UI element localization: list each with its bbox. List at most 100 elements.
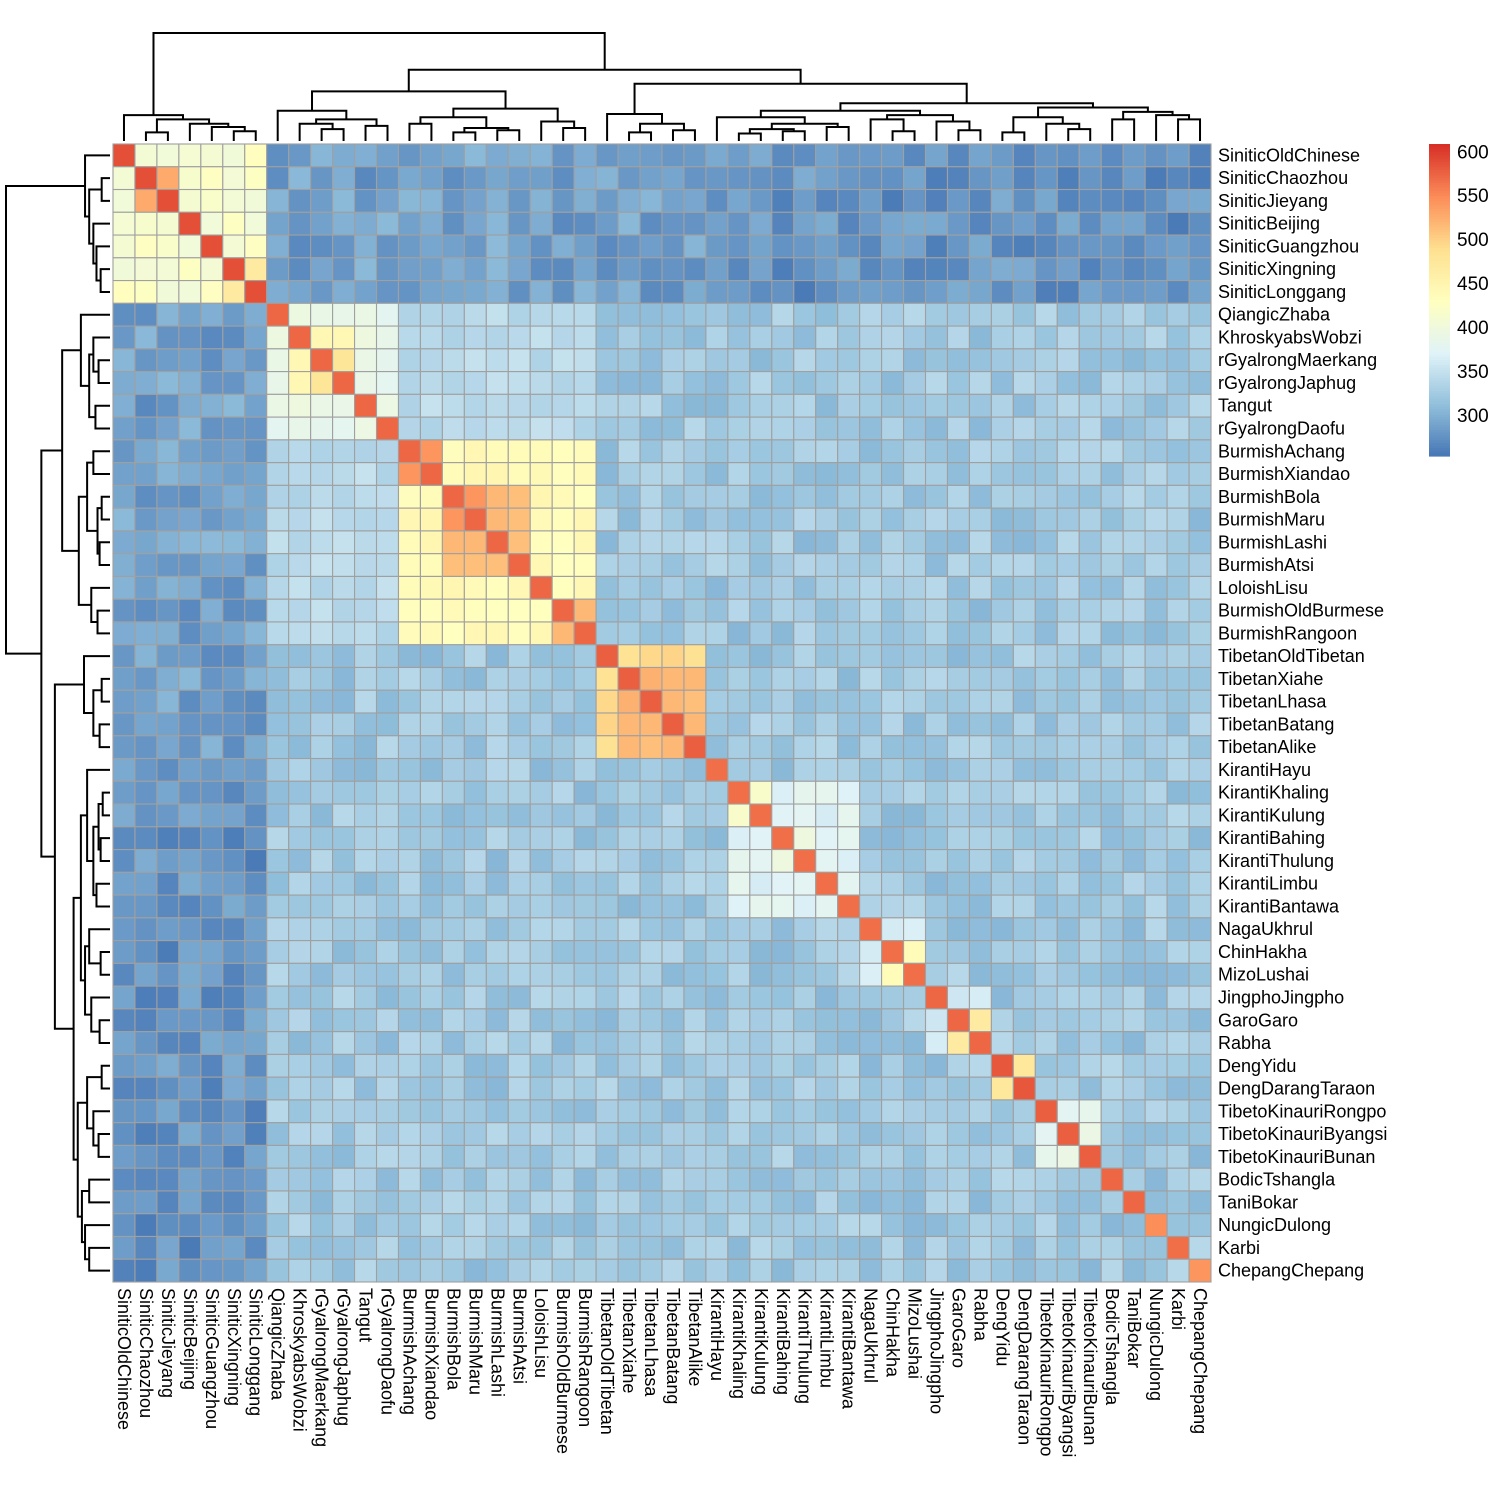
heatmap-cell — [771, 1258, 795, 1283]
heatmap-cell — [639, 621, 663, 646]
heatmap-cell — [595, 1235, 619, 1260]
heatmap-cell — [332, 849, 356, 873]
heatmap-cell — [507, 849, 531, 873]
heatmap-cell — [200, 143, 224, 168]
heatmap-cell — [968, 166, 992, 191]
heatmap-cell — [990, 280, 1014, 304]
heatmap-cell — [727, 621, 751, 646]
row-label: rGyalrongMaerkang — [1218, 350, 1377, 370]
heatmap-cell — [156, 849, 180, 873]
heatmap-cell — [397, 985, 421, 1010]
heatmap-cell — [946, 507, 970, 532]
heatmap-cell — [990, 1031, 1014, 1055]
heatmap-cell — [639, 1258, 663, 1283]
heatmap-cell — [332, 507, 356, 532]
heatmap-cell — [419, 1099, 443, 1124]
heatmap-cell — [837, 917, 861, 942]
heatmap-cell — [837, 1167, 861, 1192]
heatmap-cell — [134, 1099, 158, 1124]
heatmap-cell — [683, 894, 707, 919]
heatmap-cell — [903, 598, 927, 623]
heatmap-cell — [419, 871, 443, 896]
heatmap-cell — [375, 1235, 400, 1260]
colorbar-segment — [1429, 409, 1450, 413]
heatmap-cell — [156, 1213, 180, 1238]
heatmap-cell — [332, 234, 356, 259]
heatmap-cell — [375, 962, 400, 987]
dendrogram-branch — [957, 129, 982, 141]
heatmap-cell — [617, 302, 641, 327]
heatmap-cell — [332, 666, 356, 691]
heatmap-cell — [1056, 1235, 1080, 1260]
heatmap-cell — [134, 917, 158, 942]
heatmap-cell — [354, 1008, 378, 1033]
heatmap-cell — [946, 1167, 970, 1192]
heatmap-cell — [1166, 1053, 1190, 1078]
heatmap-cell — [727, 1008, 751, 1033]
heatmap-cell — [441, 894, 465, 919]
colorbar-segment — [1429, 424, 1450, 428]
heatmap-cell — [266, 621, 290, 646]
heatmap-cell — [244, 917, 268, 942]
heatmap-cell — [463, 1076, 487, 1101]
heatmap-cell — [727, 689, 751, 714]
heatmap-cell — [397, 188, 421, 213]
heatmap-cell — [354, 166, 378, 191]
heatmap-cell — [617, 1144, 641, 1169]
heatmap-cell — [1166, 484, 1190, 509]
heatmap-cell — [859, 735, 883, 760]
heatmap-cell — [990, 735, 1014, 760]
heatmap-cell — [354, 1122, 378, 1146]
heatmap-cell — [397, 439, 421, 464]
heatmap-cell — [551, 371, 575, 395]
heatmap-cell — [463, 1122, 487, 1146]
heatmap-cell — [288, 849, 312, 873]
heatmap-cell — [573, 1099, 597, 1124]
heatmap-cell — [661, 735, 685, 760]
heatmap-cell — [266, 712, 290, 737]
heatmap-cell — [1166, 757, 1190, 782]
heatmap-cell — [134, 371, 158, 395]
colorbar-segment — [1429, 159, 1450, 163]
heatmap-cell — [1100, 1235, 1124, 1260]
heatmap-cell — [683, 962, 707, 987]
heatmap-cell — [837, 735, 861, 760]
heatmap-cell — [661, 666, 685, 691]
row-label: SiniticJieyang — [1218, 191, 1328, 211]
heatmap-cell — [1166, 780, 1190, 805]
heatmap-cell — [354, 826, 378, 851]
heatmap-cell — [112, 757, 136, 782]
heatmap-cell — [617, 371, 641, 395]
heatmap-cell — [397, 621, 421, 646]
heatmap-cell — [507, 917, 531, 942]
colorbar-segment — [1429, 185, 1450, 189]
heatmap-cell — [1056, 598, 1080, 623]
heatmap-cell — [112, 1235, 136, 1260]
heatmap-cell — [639, 280, 663, 304]
heatmap-cell — [595, 757, 619, 782]
heatmap-cell — [156, 371, 180, 395]
heatmap-cell — [661, 1144, 685, 1169]
heatmap-cell — [946, 894, 970, 919]
heatmap-cell — [156, 1076, 180, 1101]
heatmap-cell — [463, 484, 487, 509]
heatmap-cell — [1122, 871, 1146, 896]
heatmap-cell — [551, 257, 575, 282]
heatmap-cell — [749, 325, 773, 350]
heatmap-cell — [354, 325, 378, 350]
dendrogram-branch — [276, 109, 348, 141]
heatmap-cell — [529, 462, 553, 486]
column-label: SiniticJieyang — [158, 1288, 178, 1398]
heatmap-cell — [1188, 257, 1212, 282]
heatmap-cell — [595, 302, 619, 327]
heatmap-cell — [881, 1031, 905, 1055]
colorbar-tick-label: 300 — [1457, 406, 1489, 427]
heatmap-cell — [310, 1076, 334, 1101]
heatmap-cell — [1034, 666, 1058, 691]
heatmap-cell — [1100, 484, 1124, 509]
heatmap-cell — [595, 666, 619, 691]
heatmap-cell — [1034, 598, 1058, 623]
heatmap-cell — [903, 826, 927, 851]
heatmap-cell — [1166, 462, 1190, 486]
colorbar-segment — [1429, 372, 1450, 376]
